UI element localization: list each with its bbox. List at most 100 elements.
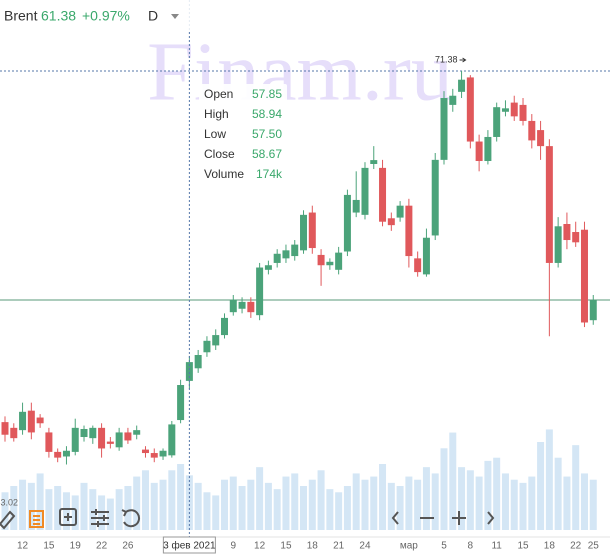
candle-body [10, 427, 18, 439]
volume-bar [177, 464, 185, 530]
volume-bar [80, 482, 88, 530]
volume-bar [159, 479, 167, 530]
x-tick-label: 18 [307, 541, 319, 552]
volume-bar [194, 482, 202, 530]
candle-body [124, 432, 132, 441]
volume-bar [484, 460, 492, 530]
volume-bar [133, 476, 141, 530]
x-tick-label: 8 [468, 541, 474, 552]
volume-bar [203, 492, 211, 530]
candle-body [361, 167, 369, 215]
tooltip-value: 58.94 [252, 107, 282, 121]
candle-body [27, 410, 35, 433]
watermark: Finam.ru [147, 25, 453, 118]
x-tick-label: 5 [441, 541, 447, 552]
volume-bar [589, 479, 597, 530]
volume-bar [431, 473, 439, 530]
price: 61.38 [41, 8, 76, 24]
candle-body [247, 301, 255, 313]
period[interactable]: D [148, 8, 158, 24]
x-tick-label: 12 [254, 541, 266, 552]
candle-body [466, 77, 474, 142]
volume-bar [168, 470, 176, 530]
reset-tool[interactable] [121, 509, 141, 528]
volume-bar [440, 448, 448, 530]
volume-bar [36, 473, 44, 530]
candle-body [80, 428, 88, 438]
volume-bar [45, 489, 53, 530]
volume-bar [405, 476, 413, 530]
volume-bar [238, 486, 246, 530]
volume-bar [282, 476, 290, 530]
volume-bar [563, 476, 571, 530]
x-tick-label: 21 [333, 541, 345, 552]
candle-body [291, 244, 299, 257]
candle-body [141, 449, 149, 454]
volume-bar [545, 429, 553, 530]
candle-body [168, 424, 176, 456]
volume-bar [115, 489, 123, 530]
candle-body [379, 167, 387, 222]
max-arrow [459, 57, 467, 63]
draw-tool[interactable] [0, 510, 16, 530]
symbol[interactable]: Brent [4, 8, 38, 24]
tooltip: Open 57.85 High 58.94 Low 57.50 Close 58.67 Volu… [199, 84, 287, 186]
volume-bar [10, 486, 18, 530]
settings-tool[interactable] [91, 509, 109, 527]
volume-bar [501, 473, 509, 530]
candle-body [36, 417, 44, 424]
candle-body [229, 299, 237, 313]
x-tick-label: 22 [96, 541, 108, 552]
candle-body [545, 146, 553, 263]
tooltip-label: Open [204, 87, 233, 101]
candle-body [554, 226, 562, 263]
candle-body [519, 104, 527, 121]
add-indicator[interactable] [59, 508, 77, 526]
tooltip-value: 57.85 [252, 87, 282, 101]
x-tick-label: мар [400, 541, 418, 552]
volume-bar [352, 473, 360, 530]
candle-body [563, 223, 571, 241]
volume-bar [185, 475, 193, 530]
candle-body [185, 362, 193, 381]
candle-body [159, 450, 167, 457]
tooltip-label: High [204, 107, 229, 121]
dropdown-arrow[interactable] [171, 14, 179, 19]
candle-body [484, 136, 492, 162]
candle-body [282, 250, 290, 259]
max-price-label: 71.38 [435, 54, 458, 64]
scroll-left[interactable] [391, 511, 399, 525]
candle-body [335, 252, 343, 270]
candle-body [115, 432, 123, 448]
candle-body [589, 300, 597, 321]
candle-body [405, 205, 413, 257]
volume-bar [326, 489, 334, 530]
candle-body [98, 427, 106, 449]
volume-bar [414, 479, 422, 530]
header-bg [0, 0, 190, 32]
candle-body [572, 232, 580, 243]
x-tick-label: 25 [588, 541, 600, 552]
candle-body [150, 453, 158, 458]
candle-body [493, 107, 501, 137]
candle-body [343, 194, 351, 252]
candle-body [422, 237, 430, 275]
volume-bar [300, 486, 308, 530]
candle-body [54, 451, 62, 458]
volume-bar [273, 489, 281, 530]
zoom-in[interactable] [452, 511, 466, 525]
crosshair-label-box [162, 536, 216, 554]
volume-bar [387, 482, 395, 530]
volume-bar [264, 482, 272, 530]
tooltip-label: Volume [204, 167, 244, 181]
volume-bar [308, 479, 316, 530]
volume-bar [554, 457, 562, 530]
volume-bar [475, 476, 483, 530]
volume-bar [124, 486, 132, 530]
candle-body [106, 441, 114, 444]
candle-body [458, 79, 466, 92]
scroll-right[interactable] [487, 511, 495, 525]
list-tool[interactable] [29, 510, 44, 528]
volume-bar [27, 482, 35, 530]
